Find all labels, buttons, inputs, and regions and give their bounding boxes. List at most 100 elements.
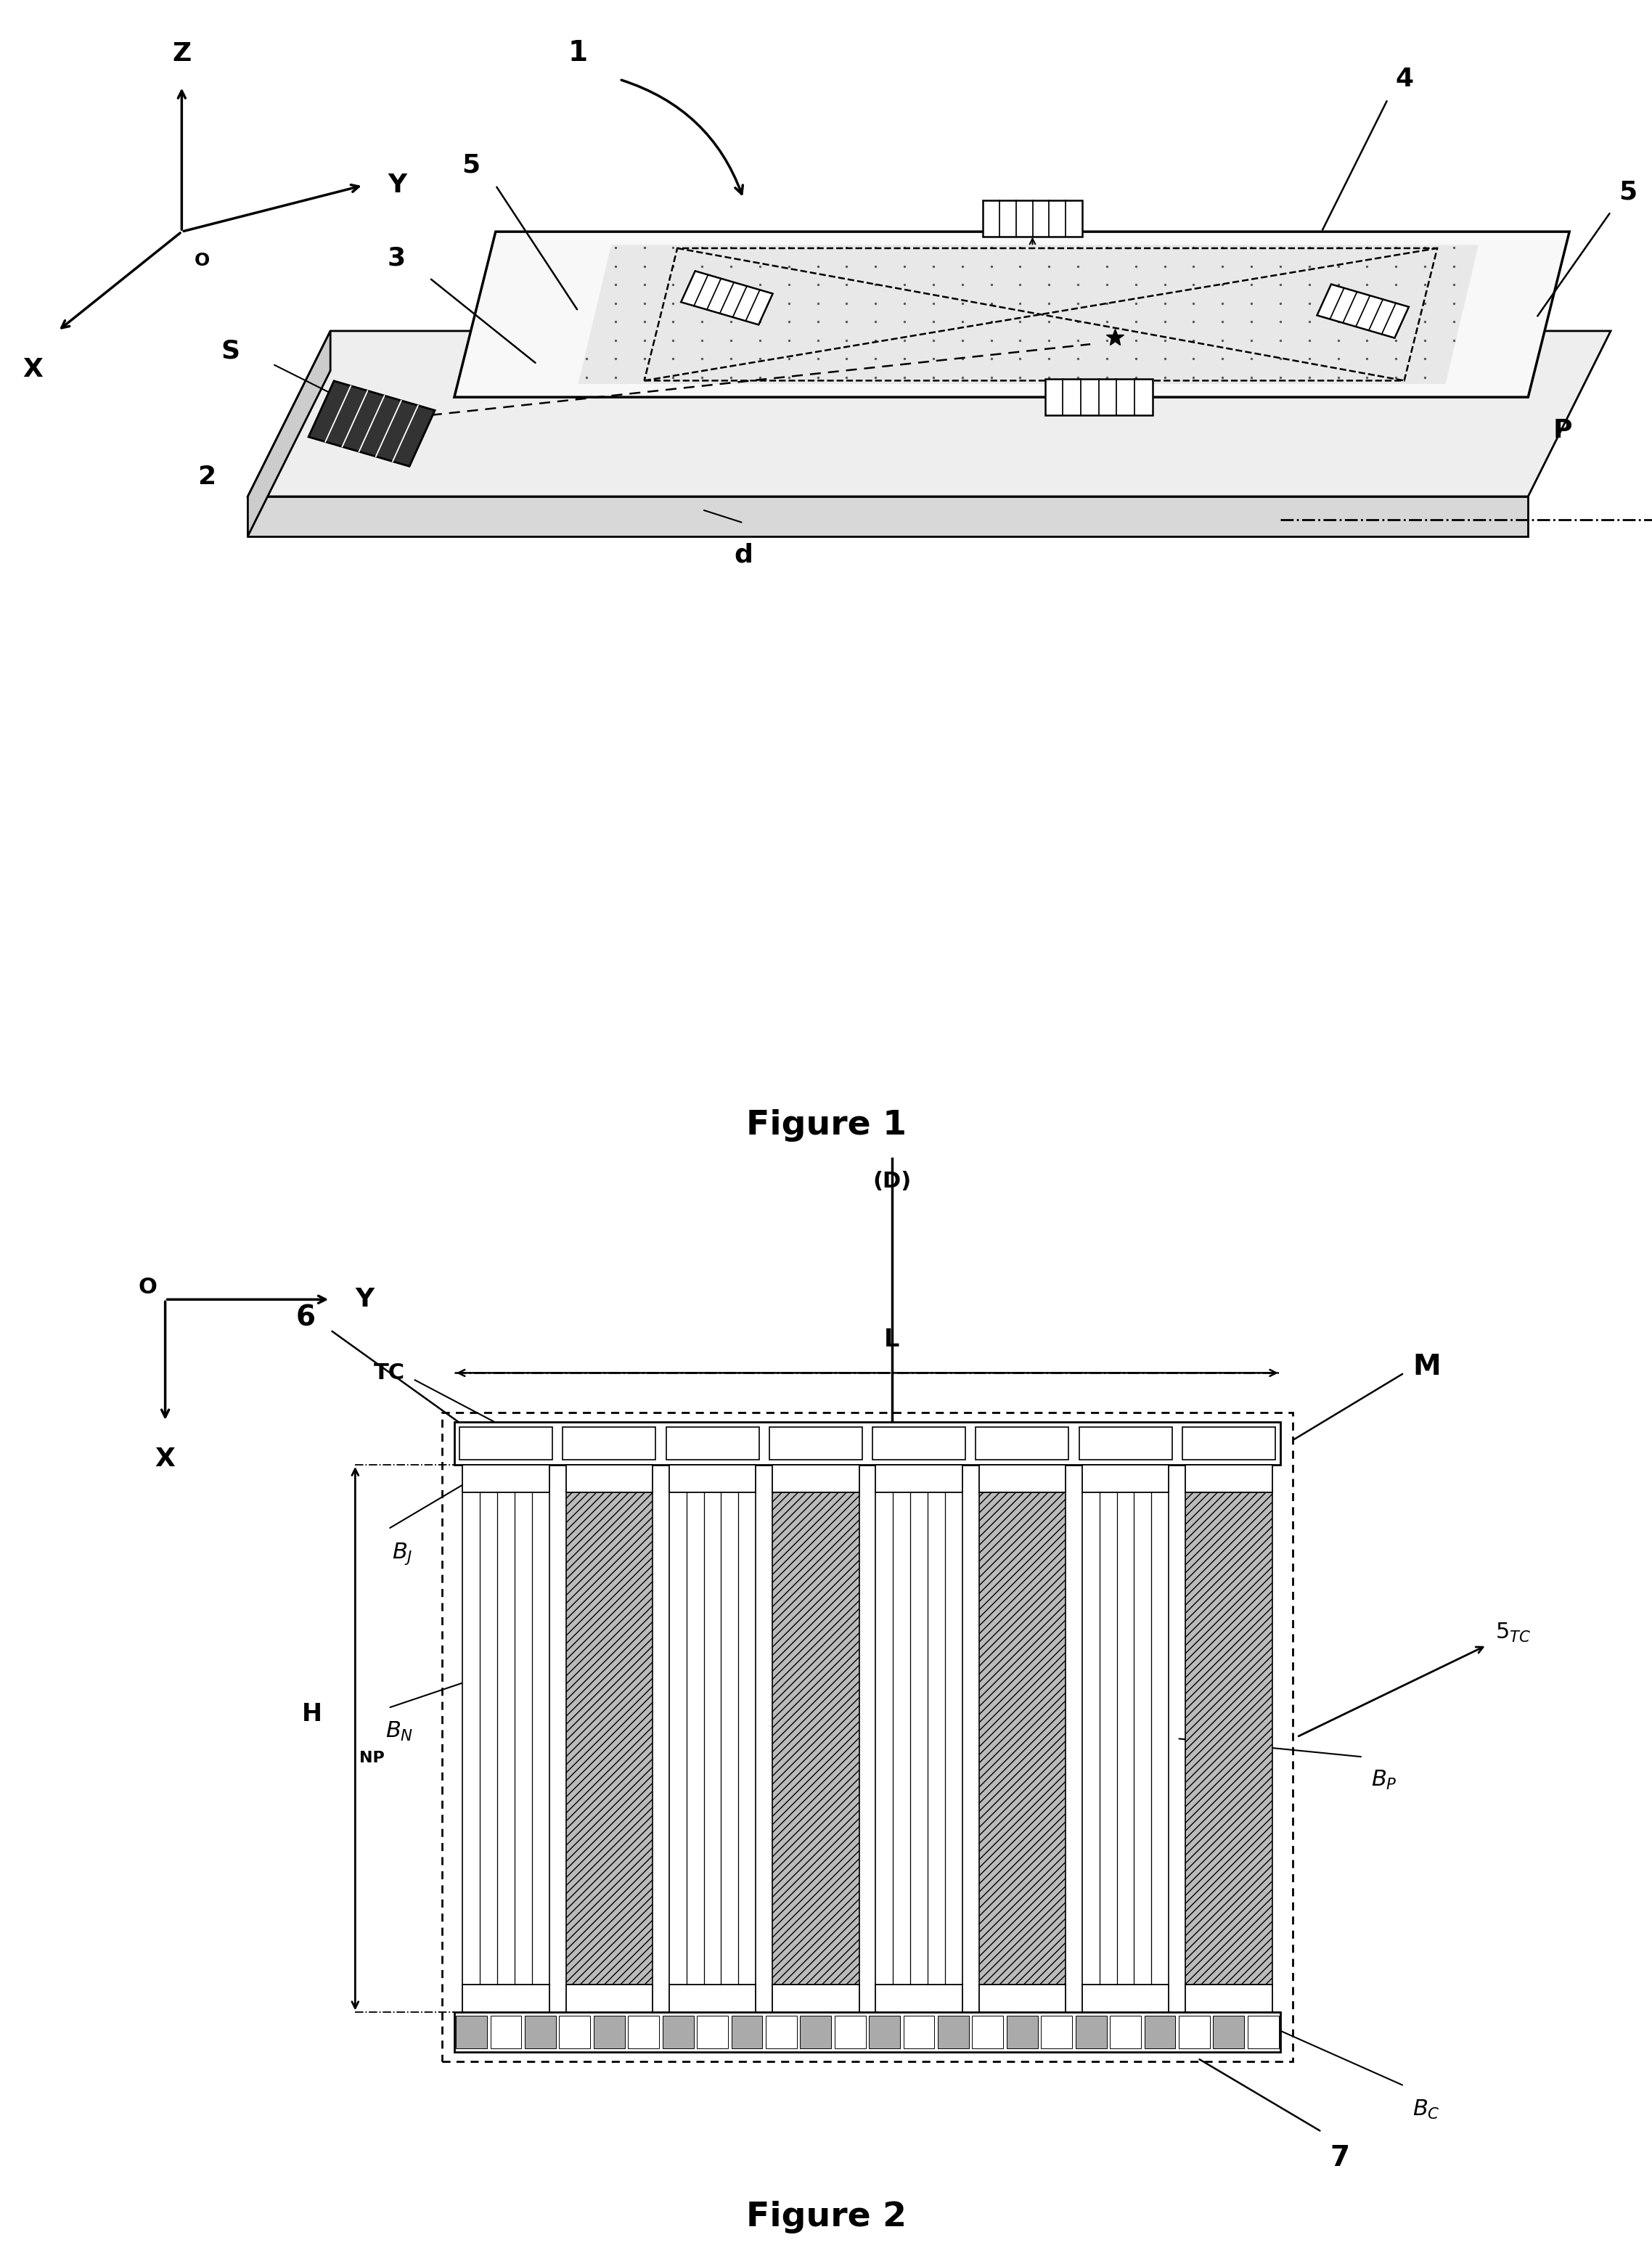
Bar — [443, 1412, 1294, 2061]
Bar — [1006, 2016, 1037, 2048]
Polygon shape — [578, 245, 1479, 384]
Bar — [1079, 1427, 1171, 1459]
Text: 4: 4 — [1394, 67, 1414, 92]
Bar — [1082, 1466, 1170, 1493]
Bar — [1186, 1466, 1272, 1493]
Text: H: H — [302, 1702, 322, 1726]
Text: O: O — [195, 252, 210, 270]
Bar — [978, 1493, 1066, 1985]
Text: $B_C$: $B_C$ — [1412, 2097, 1441, 2120]
Bar — [1041, 2016, 1072, 2048]
Text: $B_N$: $B_N$ — [385, 1720, 413, 1742]
Text: Figure 2: Figure 2 — [745, 2201, 907, 2235]
Bar — [767, 2016, 796, 2048]
Text: TC: TC — [373, 1362, 405, 1383]
Polygon shape — [983, 200, 1082, 236]
Text: Figure 1: Figure 1 — [745, 1108, 907, 1142]
Polygon shape — [248, 497, 1528, 537]
Text: d: d — [733, 542, 753, 566]
Bar — [1082, 1985, 1170, 2012]
Polygon shape — [681, 272, 773, 324]
Bar — [770, 1427, 862, 1459]
Bar — [771, 1985, 859, 2012]
Polygon shape — [248, 330, 1611, 497]
Bar — [666, 1427, 758, 1459]
Text: 3: 3 — [387, 245, 406, 270]
Bar — [463, 1466, 548, 1493]
Bar — [1145, 2016, 1176, 2048]
Bar — [1075, 2016, 1107, 2048]
Bar — [904, 2016, 935, 2048]
Bar — [525, 2016, 555, 2048]
Text: X: X — [23, 357, 43, 382]
Bar — [565, 1466, 653, 1493]
Bar — [1186, 1985, 1272, 2012]
Text: L: L — [884, 1329, 900, 1351]
Bar — [834, 2016, 866, 2048]
Bar — [558, 2016, 590, 2048]
Text: 5: 5 — [461, 153, 481, 178]
Text: $B_P$: $B_P$ — [1371, 1769, 1398, 1792]
Text: 1: 1 — [568, 38, 588, 67]
Bar — [876, 1493, 961, 1985]
Text: O: O — [139, 1277, 157, 1297]
Polygon shape — [248, 330, 330, 537]
Bar — [459, 1427, 552, 1459]
Text: $5_{TC}$: $5_{TC}$ — [1495, 1621, 1531, 1643]
Bar — [565, 1985, 653, 2012]
Bar — [971, 2016, 1003, 2048]
Bar — [593, 2016, 624, 2048]
Bar — [1180, 2016, 1209, 2048]
Bar — [978, 1985, 1066, 2012]
Bar — [491, 2016, 522, 2048]
Bar — [771, 1466, 859, 1493]
Bar — [662, 2016, 694, 2048]
Bar — [771, 1493, 859, 1985]
Bar — [669, 1493, 757, 1985]
Bar — [800, 2016, 831, 2048]
Bar — [565, 1493, 653, 1985]
Bar — [1183, 1427, 1275, 1459]
Text: 7: 7 — [1330, 2145, 1350, 2172]
Bar — [876, 1985, 961, 2012]
Bar — [976, 1427, 1069, 1459]
Bar — [628, 2016, 659, 2048]
Polygon shape — [454, 232, 1569, 398]
Text: S: S — [221, 339, 240, 364]
Polygon shape — [309, 380, 434, 465]
Text: Y: Y — [388, 173, 406, 198]
Bar — [872, 1427, 965, 1459]
Text: NP: NP — [360, 1751, 385, 1765]
Bar — [938, 2016, 968, 2048]
Text: P: P — [1553, 418, 1573, 443]
Bar — [1247, 2016, 1279, 2048]
Bar — [669, 1466, 757, 1493]
Text: M: M — [1412, 1353, 1441, 1380]
Bar — [1082, 1493, 1170, 1985]
Bar — [1186, 1493, 1272, 1985]
Text: X: X — [155, 1445, 175, 1470]
Bar — [454, 1423, 1280, 1466]
Bar — [869, 2016, 900, 2048]
Bar — [978, 1466, 1066, 1493]
Bar — [463, 1493, 548, 1985]
Bar — [697, 2016, 729, 2048]
Text: 6: 6 — [296, 1304, 316, 1331]
Bar — [563, 1427, 656, 1459]
Polygon shape — [1046, 380, 1153, 416]
Text: L/2: L/2 — [1016, 1434, 1051, 1454]
Text: Y: Y — [355, 1288, 373, 1313]
Bar — [732, 2016, 762, 2048]
Bar — [1213, 2016, 1244, 2048]
Bar — [876, 1466, 961, 1493]
Text: 2: 2 — [197, 465, 216, 488]
Bar — [463, 1985, 548, 2012]
Bar — [456, 2016, 487, 2048]
Text: 5: 5 — [1619, 180, 1637, 205]
Text: Z: Z — [172, 40, 192, 65]
Bar — [669, 1985, 757, 2012]
Text: $B_J$: $B_J$ — [392, 1542, 413, 1567]
Bar — [454, 2012, 1280, 2052]
Text: (D): (D) — [872, 1171, 912, 1191]
Bar — [1110, 2016, 1142, 2048]
